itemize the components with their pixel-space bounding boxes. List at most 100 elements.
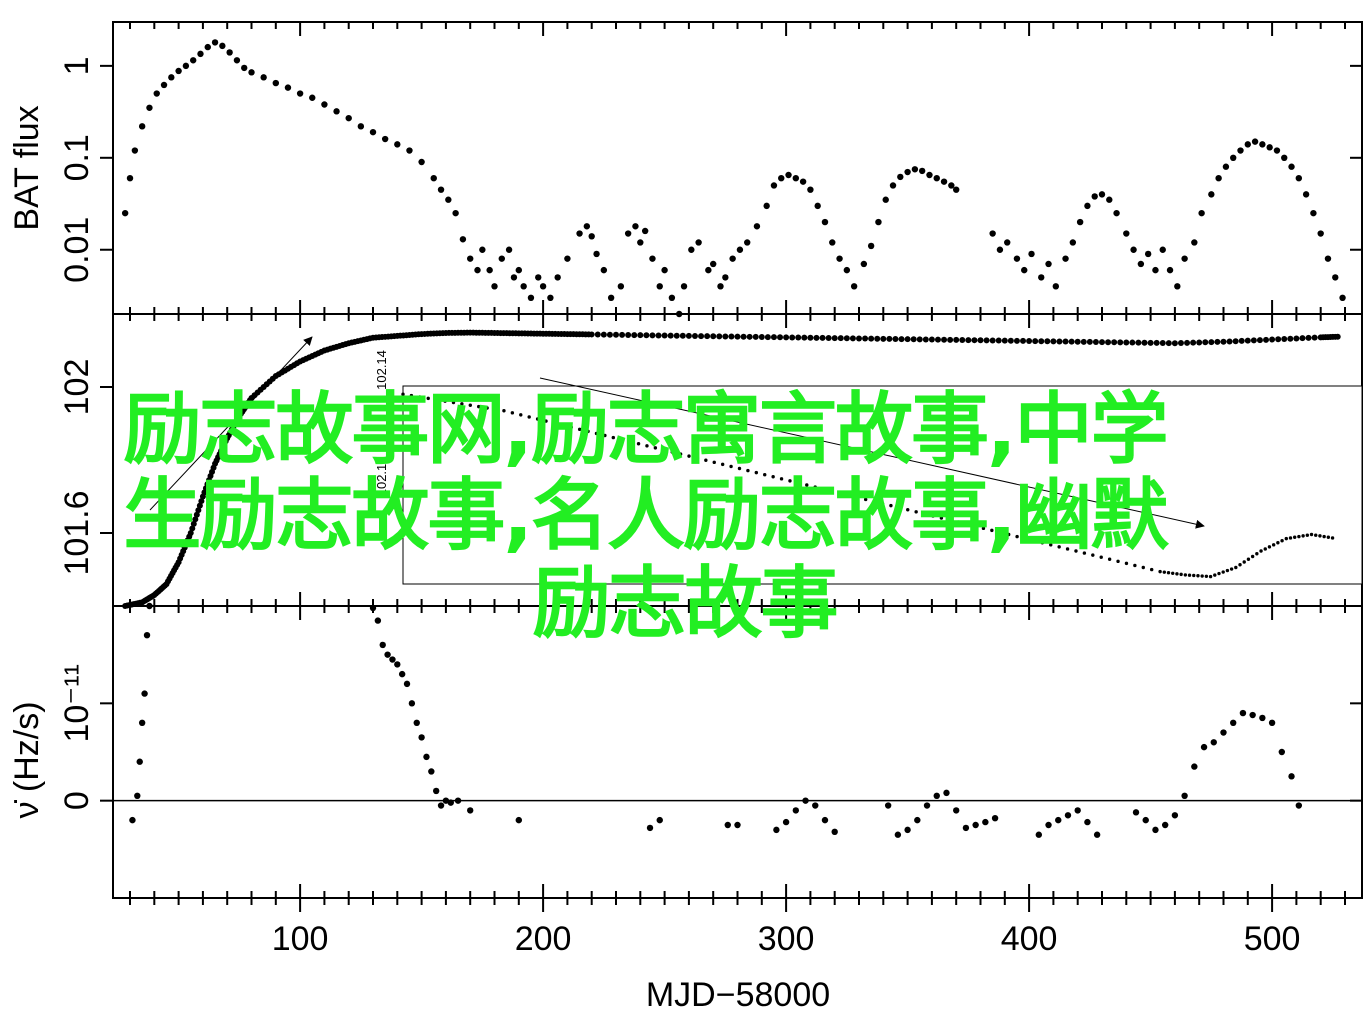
inset-point (535, 417, 540, 421)
top-point (1273, 147, 1281, 154)
top-point (1198, 209, 1205, 217)
top-ytick-label: 0.1 (58, 134, 96, 181)
top-point (1288, 163, 1295, 170)
bottom-point (129, 816, 136, 824)
xtick-label: 200 (515, 920, 572, 958)
inset-point (426, 396, 430, 401)
top-point (1159, 246, 1166, 253)
mid-point (1086, 338, 1093, 345)
mid-point (1220, 338, 1227, 345)
top-panel-frame (112, 21, 1363, 315)
mid-point (710, 333, 717, 340)
top-point (583, 223, 591, 230)
top-point (1076, 218, 1084, 226)
top-point (1038, 274, 1045, 281)
top-point (219, 42, 226, 50)
mid-point (637, 332, 644, 339)
mid-point (1299, 335, 1306, 342)
inset-point (678, 452, 683, 456)
mid-point (1080, 338, 1087, 345)
top-point (1230, 154, 1237, 162)
top-point (1222, 163, 1230, 170)
inset-point (577, 427, 582, 432)
mid-point (1117, 339, 1124, 346)
top-point (486, 266, 493, 274)
mid-point (746, 333, 753, 340)
top-point (918, 167, 926, 175)
mid-point (673, 332, 680, 339)
bottom-point (423, 753, 430, 761)
mid-point (837, 335, 844, 342)
top-point (211, 39, 219, 46)
bottom-point (991, 814, 999, 822)
top-point (138, 123, 146, 130)
top-point (1028, 250, 1035, 258)
top-point (284, 84, 292, 91)
mid-point (189, 525, 196, 532)
inset-point (1099, 555, 1103, 559)
top-point (989, 230, 996, 237)
top-point (204, 43, 211, 51)
top-point (321, 101, 328, 108)
inset-point (519, 413, 523, 417)
mid-point (874, 335, 881, 342)
bottom-point (1055, 816, 1062, 824)
mid-point (1202, 339, 1209, 346)
top-point (897, 173, 904, 181)
top-point (637, 239, 644, 246)
inset-point (1280, 538, 1284, 543)
inset-point (1284, 536, 1288, 541)
top-point (889, 182, 897, 189)
bottom-point (454, 797, 462, 804)
top-point (722, 274, 729, 281)
inset-frame (402, 385, 1363, 585)
mid-point (910, 336, 917, 343)
inset-point (653, 446, 658, 450)
top-point (333, 108, 340, 115)
mid-point (965, 337, 972, 344)
mid-point (661, 332, 668, 339)
mid-point (831, 335, 838, 342)
inset-point (1259, 549, 1263, 553)
bottom-point (914, 816, 921, 824)
mid-point (1275, 336, 1282, 343)
bottom-point (447, 799, 454, 806)
mid-point (1135, 339, 1142, 346)
inset-point (981, 526, 986, 531)
inset-point (1006, 532, 1011, 537)
inset-point (956, 520, 960, 524)
top-point (850, 283, 858, 290)
mid-point (722, 333, 729, 340)
bottom-point (1249, 711, 1256, 719)
bottom-point (1230, 719, 1237, 726)
bottom-point (1045, 821, 1052, 829)
mid-point (649, 332, 656, 339)
mid-point (1092, 339, 1099, 346)
mid-ytick-label: 101.6 (58, 490, 96, 575)
bottom-point (1288, 773, 1295, 780)
top-point (1237, 147, 1244, 154)
mid-point (1038, 338, 1045, 345)
inset-point (1192, 573, 1196, 578)
top-point (418, 158, 425, 166)
top-point (121, 209, 129, 217)
top-point (131, 147, 139, 154)
top-point (836, 255, 843, 262)
bottom-point (1152, 826, 1159, 834)
top-point (799, 178, 807, 185)
top-point (1052, 283, 1060, 290)
top-point (948, 182, 955, 189)
inset-point (1040, 541, 1045, 545)
bottom-point (384, 651, 391, 658)
bottom-point (982, 818, 989, 826)
watermark-line-2: 生励志故事,名人励志故事,幽默 (123, 471, 1168, 561)
top-ylabel: BAT flux (8, 105, 46, 230)
mid-point (977, 337, 984, 344)
bottom-point (1200, 743, 1208, 751)
top-point (491, 283, 498, 290)
top-point (617, 283, 625, 290)
bottom-point (656, 816, 663, 824)
top-point (680, 283, 688, 290)
top-point (160, 81, 168, 89)
mid-point (1177, 340, 1184, 347)
